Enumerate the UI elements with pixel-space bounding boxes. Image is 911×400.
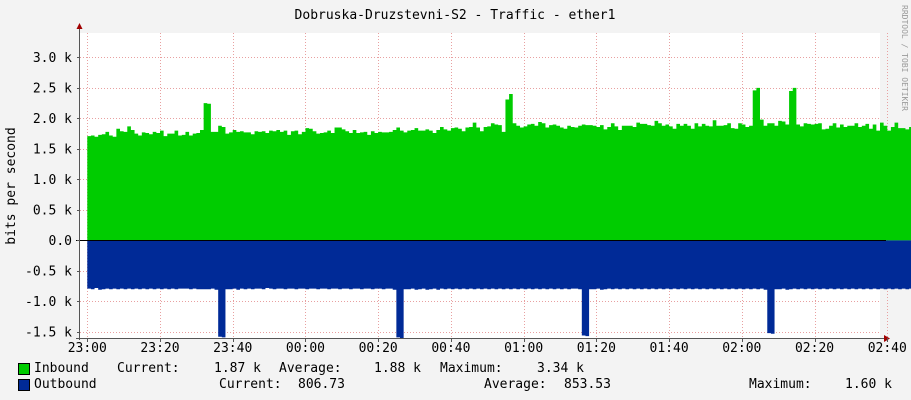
x-tick-label: 02:20 xyxy=(795,341,834,356)
y-tick-label: 1.0 k xyxy=(33,173,72,188)
inbound-current-label: Current: xyxy=(117,361,180,376)
y-axis-label: bits per second xyxy=(4,127,19,244)
x-tick-label: 00:20 xyxy=(359,341,398,356)
y-axis-arrow xyxy=(76,23,83,29)
outbound-maximum-label: Maximum: xyxy=(749,377,812,392)
outbound-current-label: Current: xyxy=(219,377,282,392)
outbound-maximum-value: 1.60 k xyxy=(845,377,892,392)
outbound-swatch xyxy=(18,379,30,391)
series-layer xyxy=(87,87,911,338)
y-tick-labels: 3.0 k 2.5 k 2.0 k 1.5 k 1.0 k 0.5 k 0.0 -0.5 k -… xyxy=(25,51,72,340)
x-tick-label: 23:40 xyxy=(213,341,252,356)
series-inbound-area xyxy=(87,87,911,241)
y-tick-label: 3.0 k xyxy=(33,51,72,66)
outbound-name: Outbound xyxy=(34,377,97,392)
x-tick-label: 00:40 xyxy=(431,341,470,356)
outbound-average-value: 853.53 xyxy=(564,377,611,392)
inbound-average-label: Average: xyxy=(279,361,342,376)
x-tick-label: 02:00 xyxy=(722,341,761,356)
inbound-average-value: 1.88 k xyxy=(374,361,421,376)
outbound-average-label: Average: xyxy=(484,377,547,392)
y-tick-label: -1.0 k xyxy=(25,295,72,310)
y-tick-label: -1.5 k xyxy=(25,325,72,340)
y-tick-label: 0.5 k xyxy=(33,203,72,218)
inbound-current-value: 1.87 k xyxy=(214,361,261,376)
x-tick-label: 02:40 xyxy=(868,341,907,356)
y-tick-label: 2.5 k xyxy=(33,81,72,96)
outbound-current-value: 806.73 xyxy=(298,377,345,392)
x-tick-label: 01:40 xyxy=(650,341,689,356)
y-tick-label: 2.0 k xyxy=(33,112,72,127)
y-tick-label: 0.0 xyxy=(49,234,72,249)
axes xyxy=(76,23,890,342)
series-outbound-area xyxy=(87,240,911,338)
x-tick-labels: 23:00 23:20 23:40 00:00 00:20 00:40 01:00 01:20… xyxy=(68,341,907,356)
y-tick-label: -0.5 k xyxy=(25,264,72,279)
x-tick-label: 01:20 xyxy=(577,341,616,356)
y-tick-label: 1.5 k xyxy=(33,142,72,157)
rrdtool-watermark: RRDTOOL / TOBI OETIKER xyxy=(900,5,909,111)
x-tick-label: 00:00 xyxy=(286,341,325,356)
inbound-swatch xyxy=(18,363,30,375)
inbound-maximum-value: 3.34 k xyxy=(537,361,584,376)
x-tick-label: 23:00 xyxy=(68,341,107,356)
x-tick-label: 23:20 xyxy=(140,341,179,356)
x-tick-label: 01:00 xyxy=(504,341,543,356)
inbound-name: Inbound xyxy=(34,361,89,376)
chart-title: Dobruska-Druzstevni-S2 - Traffic - ether… xyxy=(295,8,616,23)
inbound-maximum-label: Maximum: xyxy=(440,361,503,376)
